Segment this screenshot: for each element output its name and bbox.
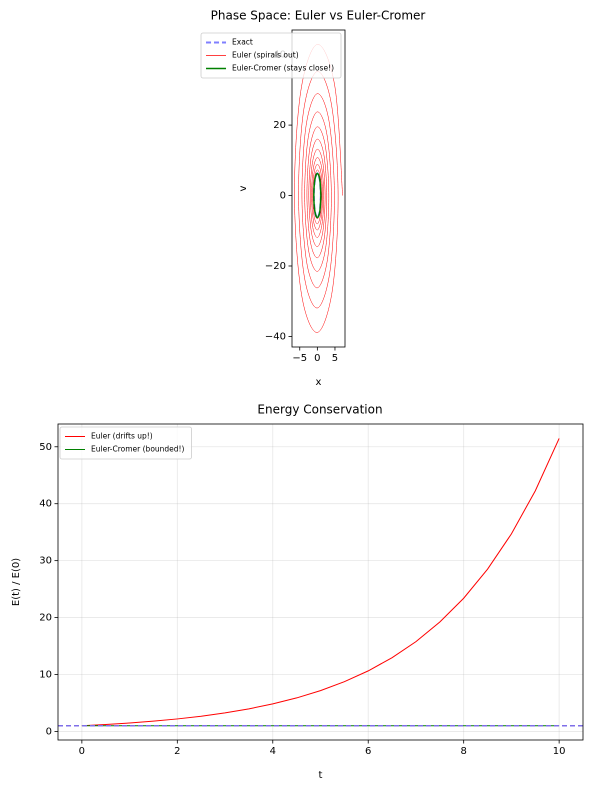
x-axis-label: t	[319, 770, 323, 781]
chart-title: Energy Conservation	[257, 403, 382, 417]
axes-frame	[57, 423, 584, 741]
y-tick-label: 0	[280, 191, 286, 202]
plot-area	[294, 44, 343, 333]
data-line	[313, 172, 322, 219]
legend-label: Euler (spirals out)	[232, 51, 299, 60]
legend: Euler (drifts up!) Euler-Cromer (bounded!…	[59, 426, 192, 460]
x-tick-label: 6	[365, 746, 371, 757]
x-tick-label: 2	[174, 746, 180, 757]
legend-label: Exact	[232, 38, 253, 47]
data-line	[294, 44, 343, 333]
y-tick-label: 20	[273, 120, 286, 131]
x-tick-label: 10	[553, 746, 566, 757]
x-axis-label: x	[316, 377, 322, 388]
y-tick-label: −40	[265, 331, 286, 342]
y-tick-label: 50	[39, 442, 52, 453]
y-axis-label: E(t) / E(0)	[11, 558, 22, 606]
x-tick-label: 0	[79, 746, 85, 757]
y-axis-label: v	[238, 185, 249, 191]
x-tick-label: −5	[292, 353, 307, 364]
plot-area	[58, 438, 583, 727]
x-tick-label: 5	[332, 353, 338, 364]
y-tick-label: 40	[39, 499, 52, 510]
axes-frame	[291, 29, 346, 348]
data-line	[81, 438, 560, 727]
y-tick-label: 10	[39, 670, 52, 681]
y-tick-label: 0	[46, 726, 52, 737]
legend-label: Euler-Cromer (stays close!)	[232, 64, 334, 73]
axes: −505−40−2002040Phase Space: Euler vs Eul…	[200, 9, 426, 388]
legend: Exact Euler (spirals out) Euler-Cromer (st…	[200, 32, 342, 79]
axes: 0 2 4 6 8 10 0 10 20 30 40 50 Energy Conservation t E(…	[11, 403, 584, 781]
legend-label: Euler (drifts up!)	[91, 432, 153, 441]
legend-box	[59, 426, 192, 460]
legend-box	[200, 32, 342, 79]
y-tick-label: −20	[265, 261, 286, 272]
x-tick-label: 8	[460, 746, 466, 757]
x-tick-label: 4	[270, 746, 276, 757]
y-tick-label: 30	[39, 556, 52, 567]
legend-label: Euler-Cromer (bounded!)	[91, 445, 185, 454]
x-tick-label: 0	[314, 353, 320, 364]
y-tick-label: 20	[39, 613, 52, 624]
chart-title: Phase Space: Euler vs Euler-Cromer	[211, 9, 426, 23]
